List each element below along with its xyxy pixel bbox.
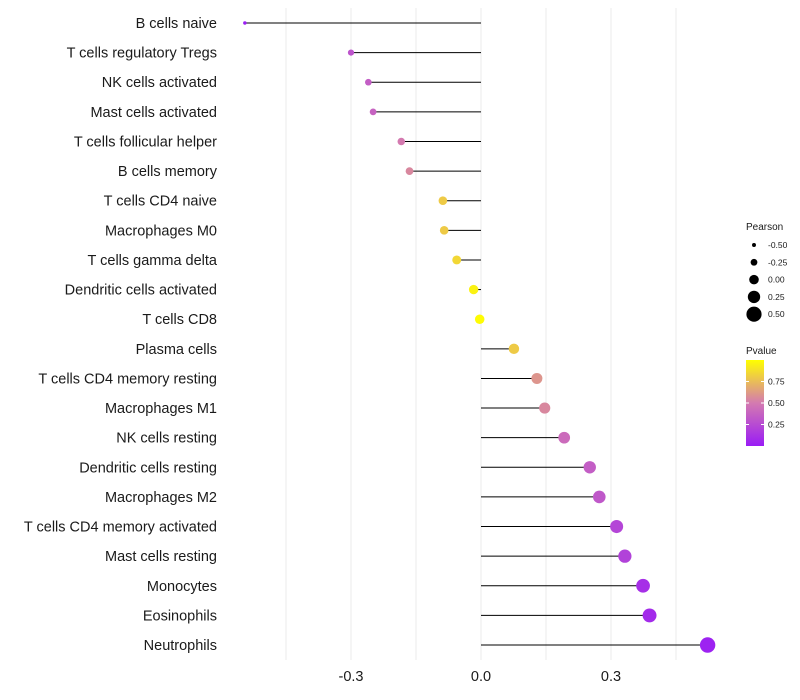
lollipop-point <box>558 431 571 444</box>
size-legend-key <box>747 290 761 304</box>
lollipop-point <box>592 490 606 504</box>
lollipop-point <box>583 461 596 474</box>
category-label: Macrophages M1 <box>105 401 217 417</box>
color-legend-label: 0.50 <box>768 398 785 408</box>
size-legend: Pearson -0.50 -0.25 0.00 0.25 0.50 <box>746 222 788 322</box>
x-tick-label: 0.0 <box>471 669 491 685</box>
category-label: B cells naive <box>136 16 217 32</box>
size-legend-label: -0.50 <box>768 240 788 250</box>
lollipop-point <box>642 608 657 623</box>
category-label-layer: B cells naive T cells regulatory Tregs NK … <box>24 16 218 654</box>
category-label: Dendritic cells activated <box>65 283 217 299</box>
color-legend-label: 0.25 <box>768 420 785 430</box>
category-label: T cells follicular helper <box>74 134 217 150</box>
x-tick-label: 0.3 <box>601 669 621 685</box>
lollipop-point <box>539 402 551 414</box>
category-label: T cells regulatory Tregs <box>67 46 217 62</box>
lollipop-point <box>438 196 448 206</box>
color-legend-bar <box>746 360 764 446</box>
category-label: Eosinophils <box>143 608 217 624</box>
x-tick-label: -0.3 <box>339 669 364 685</box>
size-legend-label: 0.50 <box>768 309 785 319</box>
category-label: T cells CD8 <box>142 312 217 328</box>
category-label: NK cells resting <box>116 431 217 447</box>
x-tick-layer: -0.3 0.0 0.3 <box>339 669 622 685</box>
size-legend-key <box>749 274 759 285</box>
lollipop-point <box>474 314 485 324</box>
stem-layer <box>244 22 708 646</box>
lollipop-point <box>452 255 462 265</box>
size-legend-label: 0.25 <box>768 292 785 302</box>
size-legend-key <box>746 306 762 322</box>
lollipop-point <box>405 167 414 175</box>
size-legend-title: Pearson <box>746 222 783 233</box>
size-legend-key <box>752 243 756 247</box>
point-layer <box>243 21 716 653</box>
category-label: Macrophages M2 <box>105 490 217 506</box>
color-legend-title: Pvalue <box>746 346 777 357</box>
size-legend-label: -0.25 <box>768 257 788 267</box>
lollipop-point <box>365 78 372 86</box>
category-label: Mast cells activated <box>90 105 217 121</box>
category-label: Monocytes <box>147 579 217 595</box>
lollipop-point <box>439 226 449 235</box>
category-label: Macrophages M0 <box>105 223 217 239</box>
color-legend-label: 0.75 <box>768 377 785 387</box>
category-label: T cells CD4 memory resting <box>38 371 217 387</box>
size-legend-label: 0.00 <box>768 275 785 285</box>
lollipop-point <box>636 578 650 593</box>
lollipop-point <box>618 549 632 563</box>
lollipop-point <box>369 108 377 116</box>
lollipop-point <box>508 343 520 355</box>
lollipop-point <box>610 520 624 534</box>
category-label: B cells memory <box>118 164 218 180</box>
size-legend-key <box>750 258 758 266</box>
category-label: NK cells activated <box>102 75 217 91</box>
lollipop-point <box>347 49 355 56</box>
category-label: T cells CD4 memory activated <box>24 520 217 536</box>
category-label: Mast cells resting <box>105 549 217 565</box>
category-label: Dendritic cells resting <box>79 460 217 476</box>
category-label: Plasma cells <box>136 342 217 358</box>
category-label: T cells gamma delta <box>88 253 218 269</box>
lollipop-point <box>531 372 543 384</box>
grid-layer <box>285 8 677 660</box>
lollipop-point <box>468 284 479 295</box>
lollipop-point <box>397 137 406 146</box>
category-label: Neutrophils <box>144 638 217 654</box>
category-label: T cells CD4 naive <box>104 194 217 210</box>
color-legend: Pvalue 0.75 0.50 0.25 <box>746 346 785 446</box>
lollipop-point <box>699 637 716 653</box>
lollipop-point <box>243 21 247 25</box>
